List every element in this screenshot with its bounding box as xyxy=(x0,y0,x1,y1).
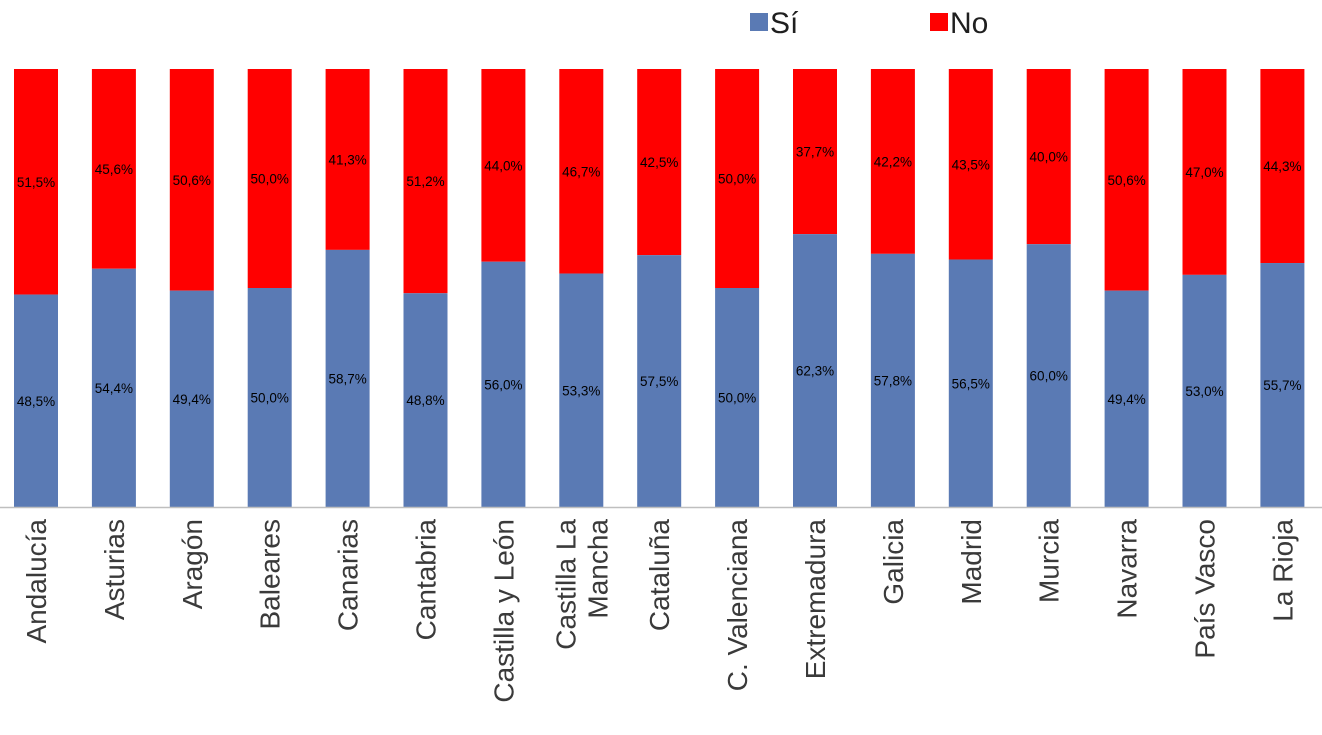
label-si-5: 48,8% xyxy=(406,393,444,408)
label-si-11: 57,8% xyxy=(874,373,912,388)
bar-no-7 xyxy=(559,69,604,274)
bar-no-9 xyxy=(715,69,760,288)
category-label-16: La Rioja xyxy=(1267,519,1298,622)
legend: Sí No xyxy=(750,7,988,40)
label-si-1: 54,4% xyxy=(95,381,133,396)
category-label-10: Extremadura xyxy=(800,519,831,680)
bar-si-8 xyxy=(637,255,682,507)
label-no-11: 42,2% xyxy=(874,154,912,169)
bar-si-5 xyxy=(403,293,448,507)
legend-swatch-no xyxy=(930,13,948,31)
bar-no-11 xyxy=(870,69,915,254)
label-si-3: 50,0% xyxy=(251,391,289,406)
label-si-7: 53,3% xyxy=(562,383,600,398)
label-si-15: 53,0% xyxy=(1185,384,1223,399)
bar-si-4 xyxy=(325,249,370,508)
bar-no-4 xyxy=(325,69,370,250)
label-no-8: 42,5% xyxy=(640,155,678,170)
label-no-6: 44,0% xyxy=(484,158,522,173)
bar-si-9 xyxy=(715,288,760,507)
bar-si-16 xyxy=(1260,263,1305,507)
bar-no-0 xyxy=(14,69,58,295)
category-label-8: Cataluña xyxy=(644,519,675,632)
category-label-12: Madrid xyxy=(956,519,987,605)
bar-no-5 xyxy=(403,69,448,294)
category-label-2: Aragón xyxy=(177,519,208,609)
label-si-10: 62,3% xyxy=(796,364,834,379)
bar-no-1 xyxy=(91,69,136,269)
label-no-13: 40,0% xyxy=(1030,150,1068,165)
bar-no-13 xyxy=(1026,69,1071,245)
category-label-3: Baleares xyxy=(255,519,286,630)
bar-no-6 xyxy=(481,69,526,262)
legend-label-no: No xyxy=(950,7,988,40)
category-label-15: País Vasco xyxy=(1190,519,1221,659)
category-label-1: Asturias xyxy=(99,519,130,620)
label-no-10: 37,7% xyxy=(796,145,834,160)
bar-si-0 xyxy=(14,294,58,507)
category-labels-group: Andalucía Asturias Aragón Baleares Canarias C… xyxy=(21,519,1298,703)
bar-no-3 xyxy=(247,69,292,288)
label-no-4: 41,3% xyxy=(328,152,366,167)
bar-si-12 xyxy=(948,259,993,507)
label-no-9: 50,0% xyxy=(718,172,756,187)
bar-no-15 xyxy=(1182,69,1227,275)
label-si-0: 48,5% xyxy=(17,394,55,409)
bar-no-14 xyxy=(1104,69,1149,291)
bar-no-16 xyxy=(1260,69,1305,264)
label-no-0: 51,5% xyxy=(17,175,55,190)
bar-si-6 xyxy=(481,261,526,507)
label-no-7: 46,7% xyxy=(562,164,600,179)
label-no-3: 50,0% xyxy=(251,172,289,187)
label-no-12: 43,5% xyxy=(952,157,990,172)
label-no-15: 47,0% xyxy=(1185,165,1223,180)
bar-si-10 xyxy=(793,234,837,507)
bar-si-7 xyxy=(559,273,604,507)
bar-si-13 xyxy=(1026,244,1071,507)
category-label-5: Cantabria xyxy=(411,519,442,641)
legend-swatch-si xyxy=(750,13,768,31)
label-no-2: 50,6% xyxy=(173,173,211,188)
label-no-14: 50,6% xyxy=(1107,173,1145,188)
category-label-11: Galicia xyxy=(878,519,909,605)
bar-si-11 xyxy=(870,253,915,507)
bar-si-1 xyxy=(91,268,136,507)
bar-no-12 xyxy=(948,69,993,260)
label-si-13: 60,0% xyxy=(1030,369,1068,384)
bar-no-8 xyxy=(637,69,682,256)
label-no-16: 44,3% xyxy=(1263,159,1301,174)
category-label-0: Andalucía xyxy=(21,519,52,644)
bar-si-2 xyxy=(169,290,214,507)
data-labels-group: 51,5% 48,5% 45,6% 54,4% 50,6% 49,4% 50,0% 50,0%… xyxy=(17,145,1302,409)
label-si-9: 50,0% xyxy=(718,391,756,406)
bar-no-10 xyxy=(793,69,837,235)
label-no-1: 45,6% xyxy=(95,162,133,177)
bar-si-3 xyxy=(247,288,292,507)
label-si-8: 57,5% xyxy=(640,374,678,389)
category-label-14: Navarra xyxy=(1112,519,1143,619)
label-si-16: 55,7% xyxy=(1263,378,1301,393)
label-si-14: 49,4% xyxy=(1107,392,1145,407)
category-label-4: Canarias xyxy=(333,519,364,631)
bar-si-15 xyxy=(1182,274,1227,507)
category-label-7: Castilla LaMancha xyxy=(550,519,613,650)
legend-label-si: Sí xyxy=(770,7,799,40)
category-label-9: C. Valenciana xyxy=(722,519,753,692)
bar-si-14 xyxy=(1104,290,1149,507)
label-si-12: 56,5% xyxy=(952,376,990,391)
category-label-6: Castilla y León xyxy=(488,519,519,703)
label-si-4: 58,7% xyxy=(328,371,366,386)
label-si-6: 56,0% xyxy=(484,377,522,392)
category-label-13: Murcia xyxy=(1034,519,1065,603)
label-si-2: 49,4% xyxy=(173,392,211,407)
label-no-5: 51,2% xyxy=(406,174,444,189)
bars-group xyxy=(14,69,1305,508)
bar-no-2 xyxy=(169,69,214,291)
